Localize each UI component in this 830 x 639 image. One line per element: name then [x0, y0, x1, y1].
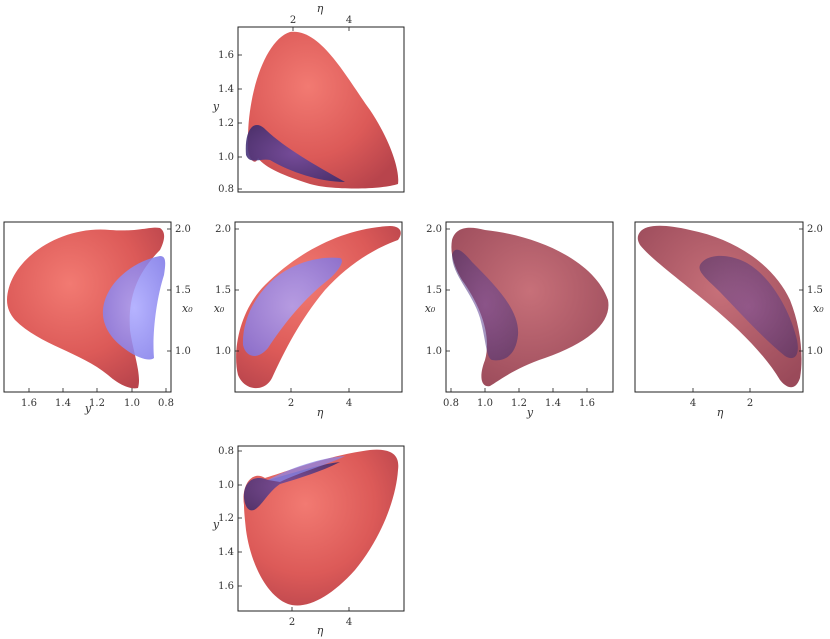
- tick-bottom-x-0: 2: [289, 617, 295, 628]
- tick-left-y-0: 2.0: [175, 224, 191, 235]
- panel-center: 2 4 η 2.0 1.5 1.0 x₀: [214, 221, 403, 419]
- tick-center-x-0: 2: [288, 398, 294, 409]
- tick-top-y-4: 0.8: [218, 184, 234, 195]
- frame-right: [634, 221, 804, 393]
- tick-bottom-y-4: 1.6: [218, 581, 234, 592]
- inner-surface-left: [102, 256, 166, 360]
- tick-top-x-0: 2: [290, 15, 296, 26]
- axis-label-center-x: η: [317, 406, 324, 419]
- inner-surface-bottom: [243, 462, 340, 511]
- tick-right-y-0: 2.0: [807, 224, 823, 235]
- tick-left-x-3: 1.0: [124, 398, 140, 409]
- tick-center-y-2: 1.0: [215, 346, 231, 357]
- tick-top-x-1: 4: [346, 15, 352, 26]
- tick-left-y-1: 1.5: [175, 285, 191, 296]
- tick-center-right-x-4: 1.6: [579, 398, 595, 409]
- tick-bottom-y-0: 0.8: [218, 446, 234, 457]
- outer-surface-center: [236, 226, 401, 389]
- tick-center-right-x-3: 1.4: [545, 398, 561, 409]
- tick-left-x-4: 0.8: [158, 398, 174, 409]
- panel-bottom: 2 4 η 0.8 1.0 1.2 1.4 1.6 y: [212, 445, 405, 637]
- tick-center-right-x-1: 1.0: [477, 398, 493, 409]
- tick-left-x-1: 1.4: [55, 398, 71, 409]
- inner-surface-center: [242, 257, 342, 356]
- inner-surface-top: [245, 124, 345, 182]
- inner-surface-center-right: [452, 249, 519, 361]
- outer-surface-top: [247, 31, 399, 189]
- tick-top-y-0: 1.6: [218, 50, 234, 61]
- frame-left: [3, 221, 172, 393]
- outer-surface-right: [637, 225, 802, 388]
- panel-left: 1.6 1.4 1.2 1.0 0.8 y 2.0 1.5 1.0 x₀: [3, 221, 193, 415]
- axis-label-top-y: y: [212, 100, 220, 113]
- panel-top: 2 4 η 1.6 1.4 1.2 1.0 0.8 y: [212, 2, 405, 195]
- axis-label-bottom-x: η: [317, 624, 324, 637]
- tick-bottom-y-3: 1.4: [218, 547, 234, 558]
- tick-bottom-y-1: 1.0: [218, 480, 234, 491]
- outer-surface-bottom: [243, 449, 399, 606]
- tick-right-y-1: 1.5: [807, 285, 823, 296]
- axis-label-top-x: η: [317, 2, 324, 15]
- tick-top-y-2: 1.2: [218, 118, 234, 129]
- inner-surface-right: [699, 255, 798, 359]
- tick-right-y-2: 1.0: [807, 346, 823, 357]
- tick-right-x-1: 2: [747, 398, 753, 409]
- axis-label-right-x: η: [717, 406, 724, 419]
- inner-surface-bottom-top: [268, 456, 345, 482]
- tick-center-right-y-2: 1.0: [426, 346, 442, 357]
- tick-left-x-2: 1.2: [89, 398, 105, 409]
- tick-center-y-0: 2.0: [215, 224, 231, 235]
- outer-surface-center-right: [451, 227, 609, 387]
- axis-label-left-x: y: [84, 402, 92, 415]
- frame-top: [237, 26, 405, 193]
- axis-label-left-y: x₀: [182, 302, 193, 315]
- tick-right-x-0: 4: [690, 398, 696, 409]
- axis-label-center-right-y: x₀: [425, 302, 436, 315]
- axis-label-bottom-y: y: [212, 518, 220, 531]
- tick-center-y-1: 1.5: [215, 285, 231, 296]
- frame-center-right: [445, 221, 614, 393]
- tick-center-right-y-1: 1.5: [426, 285, 442, 296]
- panel-center-right: 0.8 1.0 1.2 1.4 1.6 y 2.0 1.5 1.0 x₀: [425, 221, 614, 419]
- tick-top-y-1: 1.4: [218, 84, 234, 95]
- frame-center: [234, 221, 403, 393]
- tick-center-x-1: 4: [346, 398, 352, 409]
- tick-center-right-x-2: 1.2: [511, 398, 527, 409]
- tick-center-right-x-0: 0.8: [443, 398, 459, 409]
- tick-center-right-y-0: 2.0: [426, 224, 442, 235]
- tick-bottom-y-2: 1.2: [218, 513, 234, 524]
- axis-label-right-y: x₀: [813, 302, 824, 315]
- tick-left-y-2: 1.0: [175, 346, 191, 357]
- axis-label-center-right-x: y: [526, 406, 534, 419]
- axis-label-center-y: x₀: [214, 302, 225, 315]
- tick-left-x-0: 1.6: [21, 398, 37, 409]
- tick-top-y-3: 1.0: [218, 152, 234, 163]
- frame-bottom: [237, 445, 405, 612]
- tick-bottom-x-1: 4: [346, 617, 352, 628]
- panel-right: 4 2 η 2.0 1.5 1.0 x₀: [634, 221, 824, 419]
